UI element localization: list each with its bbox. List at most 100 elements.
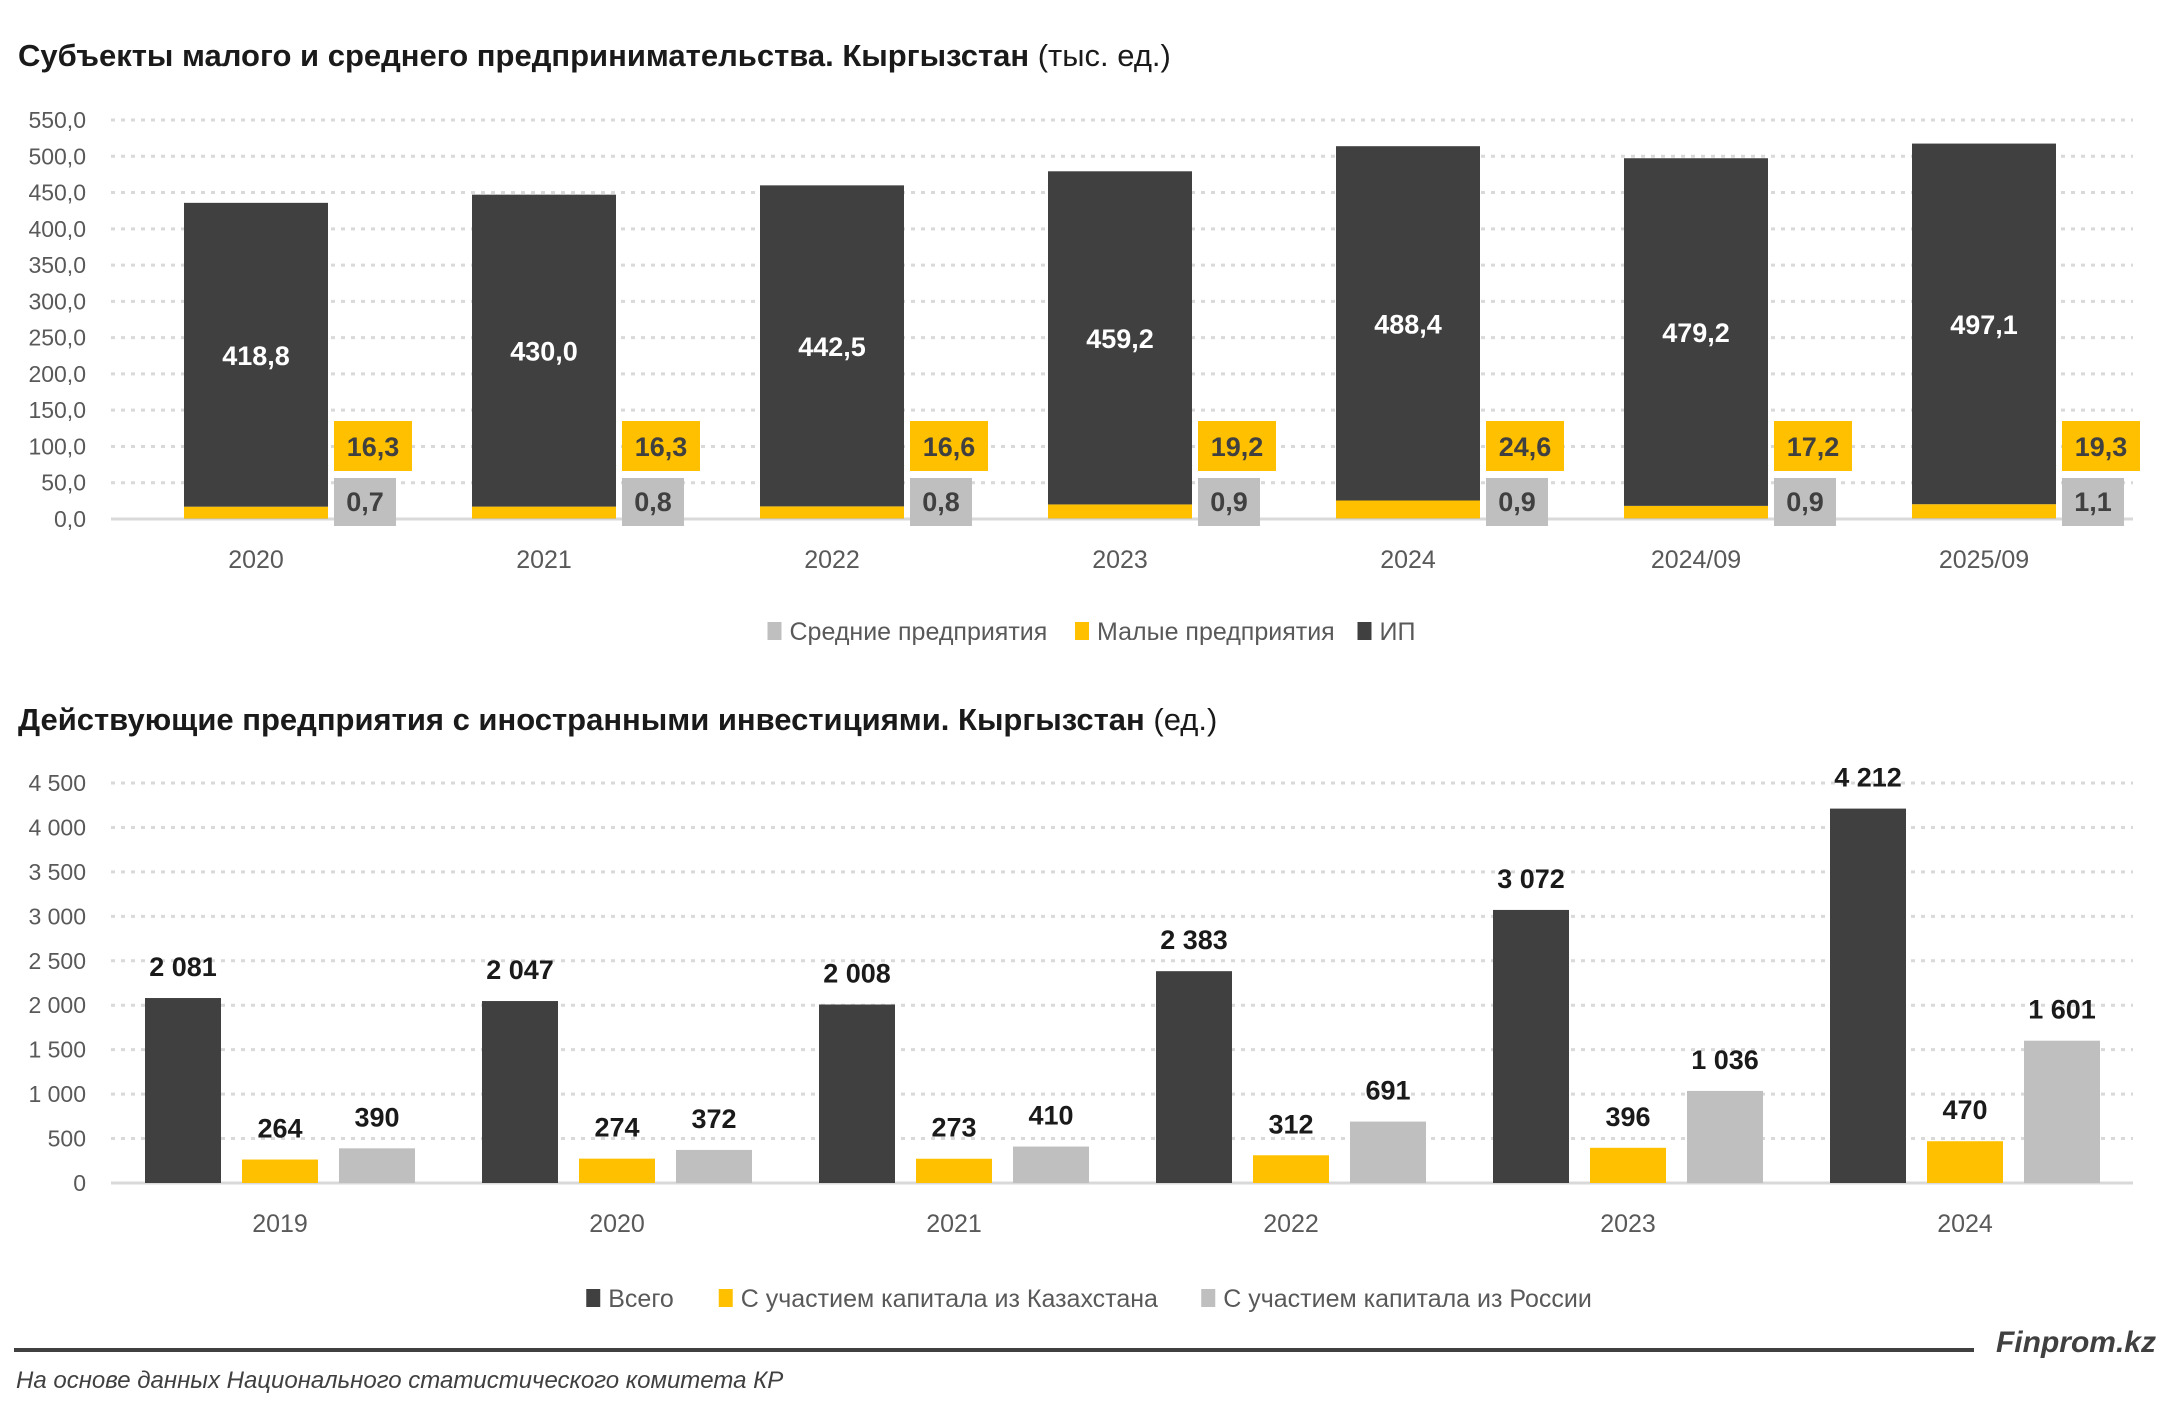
chart2: 0 500 1 000 1 500 2 000 2 500 3 000 3 500 4 000 4… <box>28 763 2133 1313</box>
bar-russia <box>676 1149 752 1183</box>
data-label-medium: 0,9 <box>1786 487 1824 517</box>
y-tick-label: 550,0 <box>28 107 86 133</box>
bar-total <box>482 1001 558 1183</box>
data-label: 312 <box>1268 1109 1313 1139</box>
legend-item: С участием капитала из России <box>1201 1285 1592 1313</box>
x-tick-label: 2019 <box>252 1210 308 1238</box>
y-tick-label: 350,0 <box>28 252 86 278</box>
chart1-title: Субъекты малого и среднего предпринимате… <box>18 38 1171 73</box>
data-label-small: 16,6 <box>923 432 976 462</box>
y-tick-label: 1 500 <box>28 1037 86 1063</box>
data-label: 4 212 <box>1834 763 1902 793</box>
label-box-medium <box>1774 478 1836 526</box>
bar-russia <box>1687 1090 1763 1183</box>
x-tick-label: 2023 <box>1092 546 1148 574</box>
legend-swatch <box>718 1289 733 1307</box>
bar-kazakhstan <box>579 1158 655 1183</box>
y-tick-label: 300,0 <box>28 288 86 314</box>
bar-kazakhstan <box>1927 1141 2003 1183</box>
data-label-medium: 0,9 <box>1498 487 1536 517</box>
bar-small <box>1048 504 1192 519</box>
data-label-small: 16,3 <box>635 432 688 462</box>
y-tick-label: 3 000 <box>28 903 86 929</box>
bar-medium <box>1624 518 1768 519</box>
legend-item: С участием капитала из Казахстана <box>718 1285 1158 1313</box>
data-label: 2 047 <box>486 955 554 985</box>
x-tick-label: 2023 <box>1600 1210 1656 1238</box>
bar-ip <box>1048 171 1192 505</box>
legend-item: Средние предприятия <box>767 618 1047 646</box>
x-tick-label: 2024 <box>1937 1210 1993 1238</box>
x-tick-label: 2025/09 <box>1939 546 2029 574</box>
data-label-ip: 459,2 <box>1086 324 1154 354</box>
data-label-medium: 0,7 <box>346 487 384 517</box>
data-label: 390 <box>354 1102 399 1132</box>
legend-item: Всего <box>586 1285 674 1313</box>
legend-swatch <box>1201 1289 1216 1307</box>
data-label: 2 383 <box>1160 925 1228 955</box>
y-tick-label: 50,0 <box>41 470 86 496</box>
data-label: 2 081 <box>149 952 217 982</box>
bar-kazakhstan <box>1590 1147 1666 1183</box>
data-label-small: 17,2 <box>1787 432 1840 462</box>
label-box-medium <box>910 478 972 526</box>
legend-label: С участием капитала из России <box>1223 1285 1592 1313</box>
legend-label: ИП <box>1380 618 1416 646</box>
bar-medium <box>184 518 328 519</box>
x-tick-label: 2024/09 <box>1651 546 1741 574</box>
data-label: 1 601 <box>2028 995 2096 1025</box>
data-label: 3 072 <box>1497 864 1565 894</box>
y-tick-label: 250,0 <box>28 325 86 351</box>
y-tick-label: 2 000 <box>28 992 86 1018</box>
data-label-ip: 488,4 <box>1374 309 1442 339</box>
data-label-ip: 442,5 <box>798 332 866 362</box>
x-tick-label: 2020 <box>228 546 284 574</box>
data-label: 372 <box>691 1104 736 1134</box>
bar-ip <box>472 194 616 507</box>
bar-medium <box>1336 518 1480 519</box>
bar-kazakhstan <box>916 1158 992 1183</box>
x-tick-label: 2022 <box>804 546 860 574</box>
legend-label: Всего <box>608 1285 674 1313</box>
bar-small <box>1336 500 1480 519</box>
y-tick-label: 2 500 <box>28 948 86 974</box>
label-box-medium <box>1198 478 1260 526</box>
legend-label: Малые предприятия <box>1097 618 1335 646</box>
data-label-medium: 1,1 <box>2074 487 2112 517</box>
y-tick-label: 500,0 <box>28 143 86 169</box>
y-tick-label: 450,0 <box>28 180 86 206</box>
label-box-small <box>622 421 700 471</box>
bar-ip <box>184 202 328 507</box>
bar-russia <box>339 1148 415 1183</box>
bar-medium <box>472 518 616 519</box>
data-label: 264 <box>257 1114 302 1144</box>
y-tick-label: 100,0 <box>28 433 86 459</box>
legend-swatch <box>1357 622 1372 640</box>
bar-total <box>145 998 221 1183</box>
y-tick-label: 400,0 <box>28 216 86 242</box>
data-label-small: 24,6 <box>1499 432 1552 462</box>
label-box-small <box>334 421 412 471</box>
bar-medium <box>760 518 904 519</box>
data-label-ip: 479,2 <box>1662 318 1730 348</box>
label-box-small <box>2062 421 2140 471</box>
label-box-medium <box>622 478 684 526</box>
legend-swatch <box>1075 622 1089 640</box>
label-box-small <box>1774 421 1852 471</box>
chart1: 0,0 50,0 100,0 150,0 200,0 250,0 300,0 350,0 400… <box>28 107 2140 646</box>
y-tick-label: 3 500 <box>28 859 86 885</box>
x-tick-label: 2021 <box>926 1210 982 1238</box>
bar-ip <box>1336 146 1480 501</box>
data-label-medium: 0,8 <box>634 487 672 517</box>
label-box-small <box>1198 421 1276 471</box>
bar-medium <box>1912 518 2056 519</box>
y-tick-label: 1 000 <box>28 1081 86 1107</box>
y-tick-label: 0 <box>73 1170 86 1196</box>
bar-russia <box>1013 1146 1089 1183</box>
chart2-title: Действующие предприятия с иностранными и… <box>18 702 1217 737</box>
y-tick-label: 4 000 <box>28 814 86 840</box>
bar-russia <box>1350 1121 1426 1183</box>
bar-kazakhstan <box>1253 1155 1329 1183</box>
legend-swatch <box>586 1289 601 1307</box>
bar-small <box>760 506 904 519</box>
